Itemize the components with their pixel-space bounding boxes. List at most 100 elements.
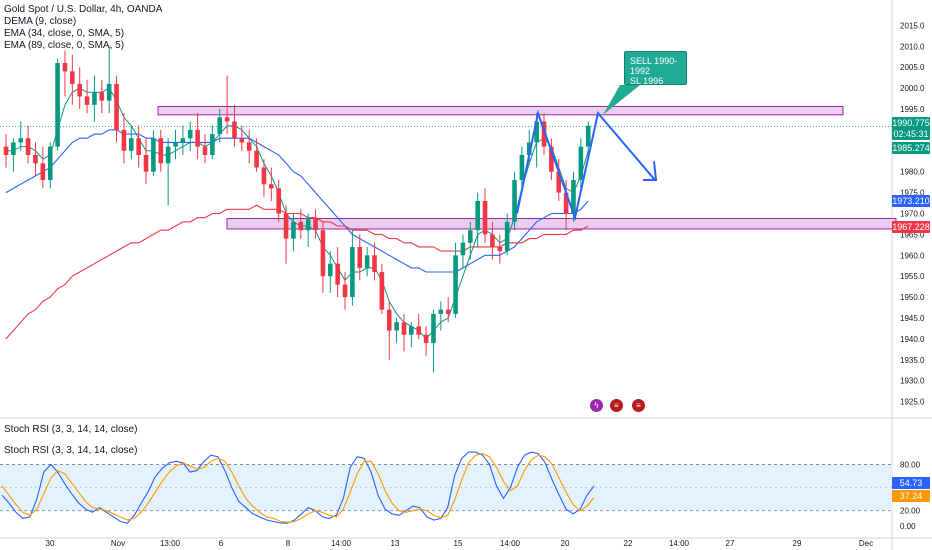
price-tick-label: 1925.0 — [900, 398, 925, 407]
indicator-line-1 — [6, 87, 589, 340]
time-tick-label: Nov — [111, 539, 125, 548]
callout-pointer — [603, 85, 640, 115]
candle-body — [165, 146, 171, 164]
time-tick-label: 20 — [561, 539, 570, 548]
sell-callout[interactable]: SELL 1990-1992 SL 1996 — [624, 51, 687, 86]
candle-body — [438, 309, 444, 314]
price-tick-label: 1940.0 — [900, 335, 925, 344]
candle-body — [320, 230, 326, 277]
time-tick-label: Dec — [859, 539, 873, 548]
candle-body — [291, 221, 296, 239]
candle-body — [195, 129, 200, 147]
us-flag-event-icon[interactable]: ≡ — [632, 399, 645, 412]
candle-body — [202, 146, 208, 155]
rsi-tick-label: 0.00 — [900, 522, 916, 531]
legend-ema34[interactable]: EMA (34, close, 0, SMA, 5) — [4, 28, 125, 39]
price-tick-label: 1945.0 — [900, 314, 925, 323]
price-tick-label: 1930.0 — [900, 377, 925, 386]
candle-body — [173, 142, 178, 147]
time-tick-label: 14:00 — [500, 539, 521, 548]
last-price-tag: 1990.775 — [892, 117, 930, 129]
price-tick-label: 2010.0 — [900, 42, 925, 51]
price-tick-label: 1970.0 — [900, 210, 925, 219]
candle-body — [549, 146, 554, 172]
candle-body — [534, 121, 539, 143]
candle-body — [350, 246, 355, 298]
candle-body — [254, 150, 259, 168]
candle-body — [121, 129, 127, 151]
arrow-head — [643, 161, 658, 182]
symbol-title[interactable]: Gold Spot / U.S. Dollar, 4h, OANDA — [4, 4, 163, 15]
rsi-tick-label: 80.00 — [900, 460, 921, 469]
price-tick-label: 2000.0 — [900, 84, 925, 93]
indicator-line-2 — [5, 129, 589, 273]
candle-body — [563, 192, 569, 214]
candle-body — [364, 255, 370, 268]
candle-body — [33, 154, 38, 164]
candle-body — [136, 138, 141, 155]
candle-body — [416, 326, 422, 335]
candle-body — [585, 125, 591, 147]
price-tick-label: 1950.0 — [900, 293, 925, 302]
price-axis: 1925.0 1930.0 1935.0 1940.0 1945.0 1950.0 1955… — [900, 21, 925, 406]
time-tick-label: 27 — [726, 539, 735, 548]
candle-body — [401, 322, 407, 335]
candle-body — [504, 221, 510, 252]
time-tick-label: 14:00 — [669, 539, 690, 548]
zone-resistance — [157, 105, 844, 116]
candle-body — [512, 180, 517, 222]
price-tick-label: 2005.0 — [900, 63, 925, 72]
candle-body — [180, 138, 186, 143]
candle-body — [246, 142, 252, 151]
time-axis: 30 Nov 13:00 6 8 14:00 13 15 14:00 20 22 14:00 27 29 D… — [46, 539, 874, 548]
ema34-price-tag: 1973.210 — [892, 195, 930, 207]
stoch-rsi-pane: 0.00 20.00 80.00 — [0, 451, 921, 531]
us-flag-event-icon[interactable]: ≡ — [610, 399, 623, 412]
rsi-pane-header[interactable]: Stoch RSI (3, 3, 14, 14, close) — [4, 424, 138, 435]
price-tick-label: 1965.0 — [900, 230, 925, 239]
time-tick-label: 15 — [454, 539, 463, 548]
candle-body — [298, 221, 304, 231]
indicator-lines — [5, 87, 589, 340]
legend-dema[interactable]: DEMA (9, close) — [4, 16, 77, 27]
time-tick-label: 22 — [624, 539, 633, 548]
candle-body — [3, 146, 9, 155]
candle-body — [269, 184, 274, 189]
price-tick-label: 1995.0 — [900, 105, 925, 114]
candle-body — [556, 171, 562, 193]
candle-body — [445, 309, 451, 314]
candle-body — [232, 121, 237, 139]
dema-price-tag: 1985.274 — [892, 142, 930, 154]
rsi-d-tag: 37.24 — [892, 490, 930, 502]
candles-layer — [3, 46, 591, 373]
candle-body — [335, 263, 340, 285]
rsi-legend[interactable]: Stoch RSI (3, 3, 14, 14, close) — [4, 445, 138, 456]
rsi-tick-label: 20.00 — [900, 507, 921, 516]
candle-body — [327, 263, 333, 277]
price-tick-label: 1980.0 — [900, 168, 925, 177]
time-tick-label: 14:00 — [331, 539, 352, 548]
price-tick-label: 2015.0 — [900, 21, 925, 30]
candle-body — [18, 138, 24, 143]
candle-body — [283, 213, 289, 239]
candle-body — [313, 217, 318, 231]
candle-body — [224, 117, 230, 122]
price-tick-label: 1955.0 — [900, 272, 925, 281]
callout-line-2: SL 1996 — [630, 76, 664, 86]
candle-body — [99, 92, 105, 101]
candle-body — [11, 142, 16, 155]
price-tick-label: 1935.0 — [900, 356, 925, 365]
candle-body — [379, 272, 385, 310]
legend-ema89[interactable]: EMA (89, close, 0, SMA, 5) — [4, 40, 125, 51]
lightning-event-icon[interactable]: ϟ — [590, 399, 603, 412]
candle-body — [217, 117, 223, 135]
candle-body — [526, 142, 532, 155]
candle-body — [151, 138, 156, 172]
candle-body — [423, 334, 429, 344]
rsi-line-D — [1, 453, 595, 523]
candle-body — [342, 284, 348, 298]
price-tick-label: 1975.0 — [900, 189, 925, 198]
candle-body — [578, 146, 584, 181]
